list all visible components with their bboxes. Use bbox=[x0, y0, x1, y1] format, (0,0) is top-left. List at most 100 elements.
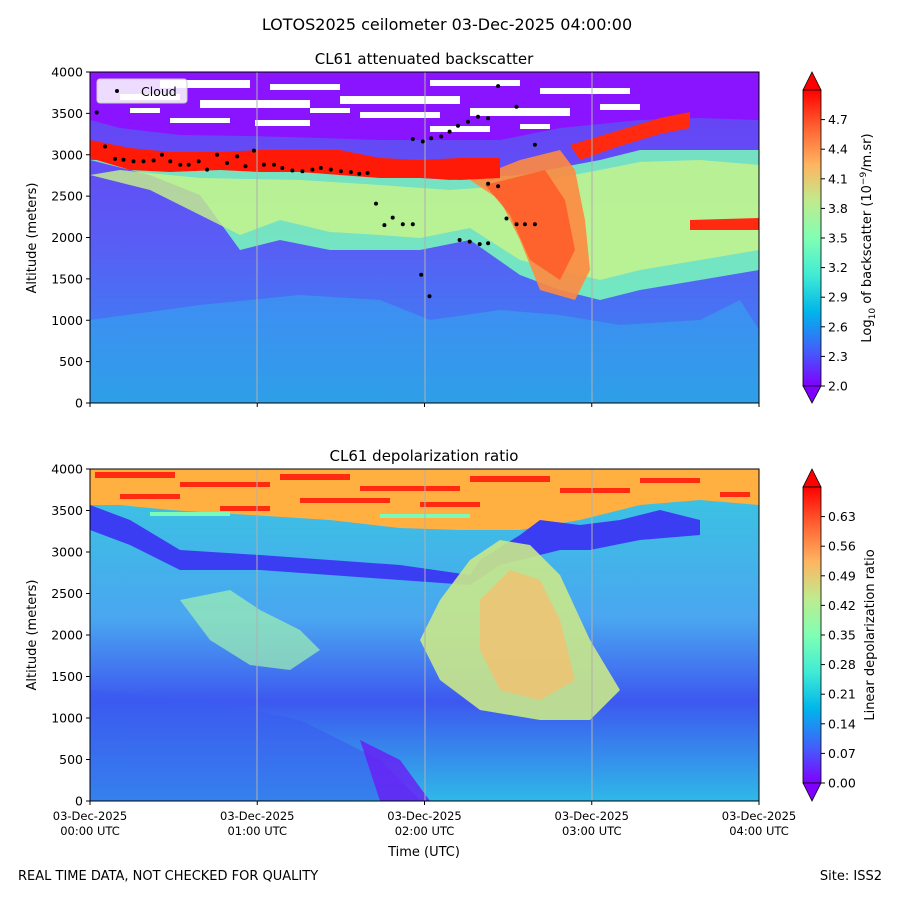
backscatter-x-axis bbox=[89, 403, 760, 407]
legend-box bbox=[96, 78, 188, 104]
backscatter-colorbar: 2.0 2.3 2.6 2.9 3.2 3.5 3.8 4.1 4.4 4.7 Log10 of … bbox=[802, 71, 878, 404]
cloud-base-point bbox=[390, 215, 395, 220]
cloud-base-point bbox=[467, 239, 472, 244]
cloud-base-point bbox=[280, 166, 285, 170]
figure-title: LOTOS2025 ceilometer 03-Dec-2025 04:00:0… bbox=[262, 15, 632, 34]
cloud-base-point bbox=[338, 169, 343, 174]
cloud-base-point bbox=[420, 139, 425, 144]
cloud-base-point bbox=[504, 216, 509, 221]
cloud-base-point bbox=[496, 184, 501, 189]
colorbar-extend-max bbox=[802, 71, 822, 91]
quality-disclaimer: REAL TIME DATA, NOT CHECKED FOR QUALITY bbox=[18, 869, 319, 884]
site-label: Site: ISS2 bbox=[819, 869, 882, 884]
colorbar-extend-min bbox=[802, 782, 822, 802]
time-axis-label: Time (UTC) bbox=[387, 845, 460, 860]
backscatter-lower-cloud-layer bbox=[690, 218, 759, 230]
legend-label: Cloud bbox=[141, 84, 177, 99]
colorbar-tick-label: 3.8 bbox=[828, 201, 848, 216]
depolarization-colorbar-ticks: 0.00 0.07 0.14 0.21 0.28 0.35 0.42 0.49 0.56 0.63 bbox=[821, 509, 856, 791]
cloud-base-point bbox=[532, 142, 537, 147]
cloud-base-point bbox=[215, 152, 220, 157]
y-tick-label: 3500 bbox=[51, 503, 83, 518]
y-tick-label: 1000 bbox=[51, 313, 83, 328]
cloud-base-point bbox=[318, 166, 323, 170]
cloud-base-point bbox=[261, 162, 266, 167]
colorbar-extend-max bbox=[802, 468, 822, 488]
cloud-base-point bbox=[225, 161, 230, 165]
backscatter-cloud-layer bbox=[90, 140, 500, 180]
colorbar-tick-label: 2.3 bbox=[828, 349, 848, 364]
cloud-base-point bbox=[121, 157, 126, 162]
depolarization-y-axis-label: Altitude (meters) bbox=[25, 580, 40, 691]
colorbar-tick-label: 0.21 bbox=[828, 687, 856, 702]
x-tick-time: 02:00 UTC bbox=[395, 824, 455, 838]
y-tick-label: 1500 bbox=[51, 669, 83, 684]
x-tick-time: 00:00 UTC bbox=[60, 824, 120, 838]
cloud-base-point bbox=[251, 148, 256, 153]
x-tick-date: 03-Dec-2025 bbox=[220, 809, 294, 823]
backscatter-y-axis-label: Altitude (meters) bbox=[25, 183, 40, 294]
colorbar-tick-label: 2.9 bbox=[828, 290, 848, 305]
depolarization-mid-patch bbox=[180, 590, 320, 670]
colorbar-tick-label: 0.07 bbox=[828, 746, 856, 761]
depolarization-colorbar-label: Linear depolarization ratio bbox=[863, 549, 878, 720]
depolarization-panel-title: CL61 depolarization ratio bbox=[330, 447, 519, 465]
cloud-base-point bbox=[168, 159, 173, 164]
x-tick-time: 04:00 UTC bbox=[729, 824, 789, 838]
cloud-base-point bbox=[410, 222, 415, 227]
y-tick-label: 3000 bbox=[51, 545, 83, 560]
cloud-base-point bbox=[159, 152, 164, 157]
cloud-base-point bbox=[419, 272, 424, 277]
depolarization-cloud-band bbox=[90, 505, 700, 585]
cloud-base-point bbox=[532, 222, 537, 227]
colorbar-tick-label: 0.49 bbox=[828, 568, 856, 583]
colorbar-scale bbox=[802, 89, 822, 387]
cloud-base-point bbox=[300, 169, 305, 174]
colorbar-scale bbox=[802, 486, 822, 784]
cloud-base-point bbox=[486, 116, 491, 121]
colorbar-tick-label: 0.42 bbox=[828, 598, 856, 613]
depolarization-heatmap bbox=[90, 469, 759, 801]
cloud-base-point bbox=[410, 137, 415, 141]
cloud-base-point bbox=[439, 134, 444, 139]
cloud-base-point bbox=[476, 114, 480, 119]
cloud-legend: Cloud bbox=[96, 78, 188, 104]
cloud-base-point bbox=[235, 154, 240, 159]
x-tick-time: 01:00 UTC bbox=[227, 824, 287, 838]
cloud-base-point bbox=[348, 170, 353, 175]
colorbar-tick-label: 0.14 bbox=[828, 716, 856, 731]
depolarization-y-axis: 0 500 1000 1500 2000 2500 3000 3500 4000 bbox=[51, 462, 90, 809]
cloud-base-point bbox=[486, 241, 491, 246]
x-tick-date: 03-Dec-2025 bbox=[387, 809, 461, 823]
cloud-base-point bbox=[522, 222, 527, 227]
cloud-base-point bbox=[310, 167, 315, 172]
backscatter-panel-title: CL61 attenuated backscatter bbox=[315, 50, 534, 68]
colorbar-tick-label: 3.2 bbox=[828, 260, 848, 275]
y-tick-label: 3000 bbox=[51, 147, 83, 162]
cloud-base-point bbox=[457, 238, 462, 242]
x-tick-date: 03-Dec-2025 bbox=[53, 809, 127, 823]
cloud-base-point bbox=[486, 181, 491, 186]
cloud-base-point bbox=[496, 84, 501, 89]
cloud-base-point bbox=[243, 164, 248, 169]
depolarization-colorbar: 0.00 0.07 0.14 0.21 0.28 0.35 0.42 0.49 0.56 0.63… bbox=[802, 468, 878, 802]
y-tick-label: 4000 bbox=[51, 462, 83, 477]
cloud-base-point bbox=[94, 110, 99, 115]
colorbar-tick-label: 4.7 bbox=[828, 112, 848, 127]
colorbar-tick-label: 0.35 bbox=[828, 628, 856, 643]
y-tick-label: 0 bbox=[75, 396, 83, 411]
colorbar-tick-label: 4.4 bbox=[828, 142, 848, 157]
x-tick-time: 03:00 UTC bbox=[562, 824, 622, 838]
cloud-base-point bbox=[466, 119, 470, 124]
y-tick-label: 500 bbox=[59, 354, 83, 369]
x-tick-date: 03-Dec-2025 bbox=[722, 809, 796, 823]
cloud-base-point bbox=[514, 222, 519, 227]
cloud-base-point bbox=[447, 129, 452, 134]
y-tick-label: 2000 bbox=[51, 628, 83, 643]
depolarization-surface-patch bbox=[360, 740, 430, 801]
backscatter-red-plume bbox=[485, 170, 575, 280]
colorbar-extend-min bbox=[802, 385, 822, 404]
y-tick-label: 500 bbox=[59, 752, 83, 767]
cloud-base-point bbox=[365, 171, 370, 175]
cloud-base-point bbox=[205, 167, 210, 172]
